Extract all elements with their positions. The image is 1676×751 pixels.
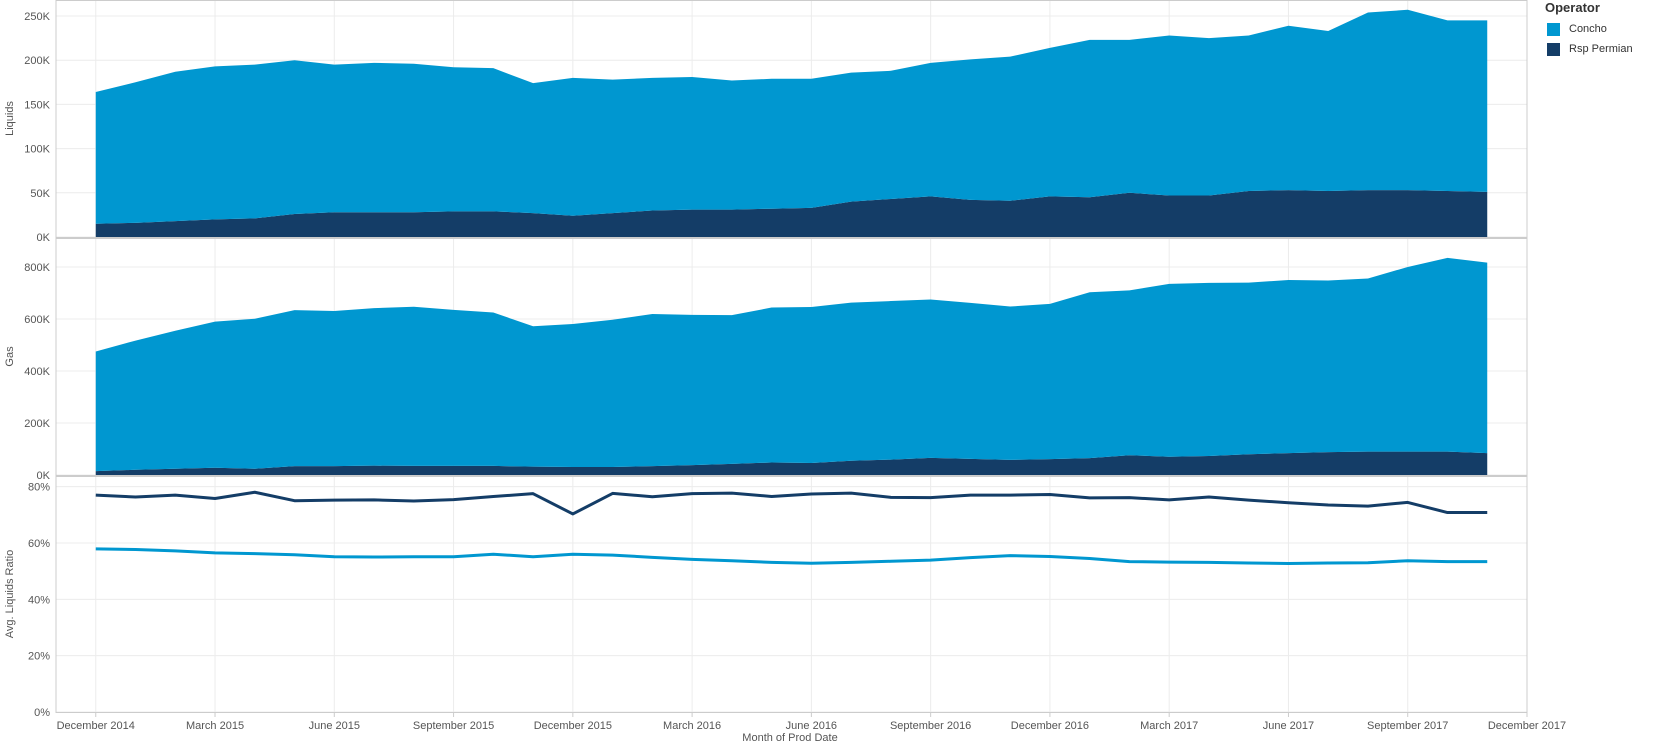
avg-liquids-ratio-line-concho xyxy=(95,547,1488,566)
chart-panels: 0K 50K 100K 150K 200K 250K Liquids 0K 200K 400K 60… xyxy=(4,0,1566,732)
liquids-panel-frame xyxy=(55,0,1528,238)
avg-liquids-ratio-line-rsp-permian xyxy=(95,490,1488,516)
liquids-tick-label: 200K xyxy=(24,55,50,67)
gas-area-concho xyxy=(95,257,1488,472)
x-tick-label: September 2017 xyxy=(1367,720,1448,732)
avg-liquids-ratio-tick-label: 60% xyxy=(28,538,50,550)
avg-liquids-ratio-tick-label: 20% xyxy=(28,651,50,663)
legend-swatch-concho xyxy=(1547,22,1560,36)
avg-liquids-ratio-tick-label: 40% xyxy=(28,594,50,606)
gas-axis-title: Gas xyxy=(4,346,16,367)
legend-label-rsp-permian: Rsp Permian xyxy=(1569,43,1633,55)
x-tick-label: March 2017 xyxy=(1140,720,1198,732)
legend-label-concho: Concho xyxy=(1569,23,1607,35)
avg-liquids-ratio-tick-label: 80% xyxy=(28,482,50,494)
x-tick-label: March 2015 xyxy=(186,720,244,732)
x-tick-label: December 2017 xyxy=(1488,720,1566,732)
liquids-area-concho xyxy=(95,9,1488,224)
gas-area-rsp-permian xyxy=(95,451,1488,475)
liquids-tick-label: 0K xyxy=(37,232,51,244)
x-axis-title: Month of Prod Date xyxy=(742,732,837,744)
legend-item-concho[interactable]: Concho xyxy=(1545,19,1665,39)
x-tick-label: December 2015 xyxy=(534,720,612,732)
liquids-tick-label: 150K xyxy=(24,99,50,111)
x-tick-label: June 2015 xyxy=(309,720,360,732)
x-tick-label: March 2016 xyxy=(663,720,721,732)
liquids-area-rsp-permian xyxy=(95,190,1488,237)
legend-item-rsp-permian[interactable]: Rsp Permian xyxy=(1545,39,1665,59)
liquids-tick-label: 250K xyxy=(24,11,50,23)
gas-tick-label: 400K xyxy=(24,366,50,378)
gas-tick-label: 200K xyxy=(24,418,50,430)
x-tick-label: June 2017 xyxy=(1263,720,1314,732)
avg-liquids-ratio-axis-title: Avg. Liquids Ratio xyxy=(4,550,16,638)
avg-liquids-ratio-panel-frame xyxy=(55,476,1528,713)
liquids-tick-label: 50K xyxy=(30,188,50,200)
gas-tick-label: 800K xyxy=(24,262,50,274)
gas-tick-label: 0K xyxy=(37,470,51,482)
x-tick-label: June 2016 xyxy=(786,720,837,732)
legend: Operator Concho Rsp Permian xyxy=(1545,0,1665,59)
x-tick-label: September 2016 xyxy=(890,720,971,732)
liquids-axis-title: Liquids xyxy=(4,101,16,136)
liquids-tick-label: 100K xyxy=(24,144,50,156)
gas-tick-label: 600K xyxy=(24,314,50,326)
x-tick-label: December 2014 xyxy=(57,720,135,732)
legend-swatch-rsp-permian xyxy=(1547,42,1560,56)
x-tick-label: September 2015 xyxy=(413,720,494,732)
gas-panel-frame xyxy=(55,238,1528,476)
legend-title: Operator xyxy=(1545,0,1600,15)
avg-liquids-ratio-tick-label: 0% xyxy=(34,707,50,719)
x-tick-label: December 2016 xyxy=(1011,720,1089,732)
